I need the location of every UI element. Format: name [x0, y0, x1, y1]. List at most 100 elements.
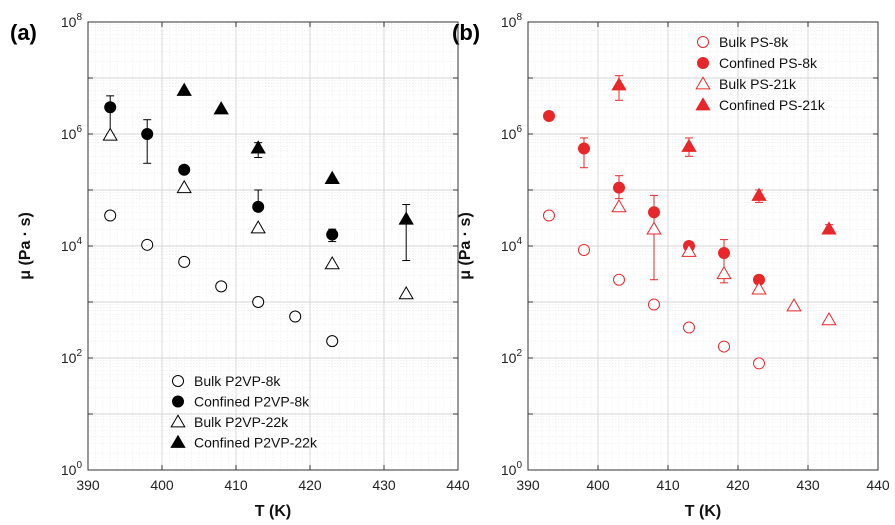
data-point	[104, 101, 117, 114]
data-point	[326, 335, 339, 348]
y-tick-label: 106	[61, 124, 83, 142]
x-tick-label: 390	[76, 477, 100, 493]
x-tick-label: 430	[372, 477, 396, 493]
data-point	[215, 280, 228, 293]
data-point	[213, 101, 229, 115]
x-axis-label: T (K)	[685, 503, 721, 520]
legend-marker	[170, 414, 186, 428]
data-point	[324, 256, 340, 270]
x-tick-label: 440	[446, 477, 470, 493]
data-point	[751, 281, 767, 295]
data-point	[543, 109, 555, 122]
data-point	[141, 238, 154, 251]
legend-label: Confined PS-8k	[719, 55, 818, 71]
data-point	[398, 211, 414, 225]
x-tick-label: 390	[516, 477, 540, 493]
y-tick-label: 106	[501, 124, 523, 142]
legend-label: Bulk PS-21k	[719, 76, 797, 92]
x-tick-label: 400	[150, 477, 174, 493]
legend: Bulk P2VP-8k Confined P2VP-8k Bulk P2VP-22…	[170, 373, 318, 451]
series-4	[176, 82, 414, 262]
legend-marker	[170, 434, 186, 448]
legend-marker	[697, 36, 709, 48]
chart-panel-1: 390 400 410 420 430 440 100 102 104 106 108 T (K) μ …	[10, 12, 470, 520]
panel-label: (a)	[10, 20, 37, 45]
x-tick-label: 410	[224, 477, 248, 493]
data-point	[613, 181, 625, 194]
data-point	[681, 243, 697, 257]
data-point	[102, 127, 118, 141]
data-point	[252, 296, 265, 308]
data-point	[718, 246, 730, 259]
data-point	[611, 77, 627, 91]
data-point	[176, 179, 192, 194]
data-point	[289, 310, 302, 323]
series-3	[102, 127, 414, 300]
series-3	[611, 199, 837, 326]
panel-label: (b)	[452, 20, 480, 45]
y-axis-label: μ (Pa · s)	[17, 212, 34, 280]
data-point	[104, 209, 117, 222]
data-point	[613, 273, 625, 286]
data-point	[141, 128, 154, 140]
data-point	[821, 312, 837, 326]
legend-marker	[695, 76, 711, 90]
data-point	[252, 200, 265, 213]
legend-label: Confined PS-21k	[719, 97, 826, 113]
y-tick-label: 108	[61, 12, 83, 30]
data-point	[681, 138, 697, 152]
data-point	[716, 265, 732, 280]
data-point	[648, 298, 660, 311]
series-4	[611, 75, 837, 235]
legend-marker	[695, 97, 711, 111]
data-point	[578, 142, 590, 155]
chart-panel-2: 390 400 410 420 430 440 100 102 104 106 108 T (K) μ …	[452, 12, 890, 520]
legend-label: Confined P2VP-8k	[194, 394, 310, 410]
y-axis-label: μ (Pa · s)	[457, 212, 474, 280]
x-tick-label: 420	[726, 477, 750, 493]
y-tick-label: 102	[501, 348, 523, 366]
legend-marker	[697, 57, 709, 69]
x-axis-label: T (K)	[255, 503, 291, 520]
y-tick-label: 104	[61, 236, 83, 254]
x-tick-label: 430	[796, 477, 820, 493]
legend-label: Bulk P2VP-8k	[194, 373, 281, 389]
legend-label: Bulk PS-8k	[719, 34, 789, 50]
data-point	[646, 221, 662, 235]
data-point	[326, 228, 339, 241]
data-point	[250, 140, 266, 154]
data-point	[250, 220, 266, 234]
data-point	[751, 187, 767, 201]
data-point	[611, 199, 627, 213]
data-point	[753, 357, 765, 370]
x-tick-label: 440	[866, 477, 890, 493]
y-tick-label: 102	[61, 348, 83, 366]
legend-marker	[172, 395, 184, 408]
data-point	[648, 206, 660, 219]
y-tick-label: 108	[501, 12, 523, 30]
data-point	[543, 209, 555, 222]
data-point	[821, 221, 837, 235]
data-point	[324, 170, 340, 184]
legend-marker	[172, 375, 184, 387]
y-tick-label: 100	[501, 460, 523, 478]
data-point	[786, 298, 802, 312]
data-point	[178, 163, 191, 176]
data-point	[578, 243, 590, 256]
x-tick-label: 400	[586, 477, 610, 493]
legend: Bulk PS-8k Confined PS-8k Bulk PS-21k Confi…	[695, 34, 826, 113]
y-tick-label: 100	[61, 460, 83, 478]
legend-label: Bulk P2VP-22k	[194, 414, 289, 430]
data-point	[176, 82, 192, 96]
x-tick-label: 410	[656, 477, 680, 493]
data-point	[683, 321, 695, 334]
series-1	[543, 209, 765, 370]
data-point	[398, 286, 414, 300]
legend-label: Confined P2VP-22k	[194, 435, 318, 451]
data-point	[718, 340, 730, 353]
series-1	[104, 209, 339, 348]
data-point	[178, 255, 191, 268]
x-tick-label: 420	[298, 477, 322, 493]
y-tick-label: 104	[501, 236, 523, 254]
